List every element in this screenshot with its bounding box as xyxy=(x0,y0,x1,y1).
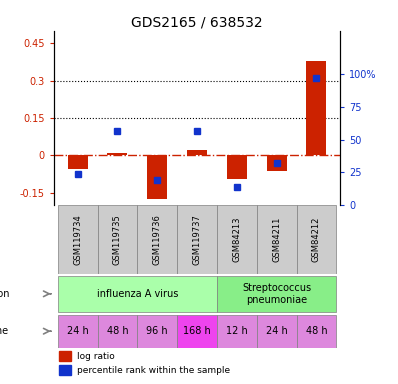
Bar xyxy=(267,155,287,171)
Bar xyxy=(58,276,217,312)
Bar xyxy=(59,351,71,361)
Bar xyxy=(217,276,336,312)
Text: influenza A virus: influenza A virus xyxy=(97,289,178,299)
Bar xyxy=(68,155,88,169)
Bar xyxy=(98,205,137,273)
Bar xyxy=(59,365,71,375)
Text: log ratio: log ratio xyxy=(77,352,114,361)
Text: 24 h: 24 h xyxy=(266,326,287,336)
Text: 24 h: 24 h xyxy=(67,326,88,336)
Text: GSM119737: GSM119737 xyxy=(193,214,201,265)
Text: GSM119735: GSM119735 xyxy=(113,214,122,265)
Text: 96 h: 96 h xyxy=(146,326,168,336)
Bar xyxy=(58,205,98,273)
Bar xyxy=(177,205,217,273)
Text: GSM119734: GSM119734 xyxy=(73,214,82,265)
Bar xyxy=(227,155,247,179)
Title: GDS2165 / 638532: GDS2165 / 638532 xyxy=(131,16,263,30)
Bar xyxy=(177,315,217,348)
Bar xyxy=(187,150,207,155)
Bar xyxy=(147,155,167,199)
Bar xyxy=(306,61,326,155)
Bar xyxy=(257,205,297,273)
Bar xyxy=(98,315,137,348)
Bar xyxy=(217,205,257,273)
Bar xyxy=(297,205,336,273)
Bar xyxy=(257,315,297,348)
Text: percentile rank within the sample: percentile rank within the sample xyxy=(77,366,230,375)
Bar xyxy=(137,205,177,273)
Bar xyxy=(58,315,98,348)
Text: 12 h: 12 h xyxy=(226,326,248,336)
Bar xyxy=(137,315,177,348)
Bar xyxy=(107,153,127,155)
Text: 168 h: 168 h xyxy=(183,326,211,336)
Text: infection: infection xyxy=(0,289,9,299)
Bar xyxy=(217,315,257,348)
Text: 48 h: 48 h xyxy=(306,326,327,336)
Text: GSM119736: GSM119736 xyxy=(153,214,162,265)
Text: time: time xyxy=(0,326,9,336)
Text: 48 h: 48 h xyxy=(107,326,128,336)
Bar xyxy=(297,315,336,348)
Text: GSM84212: GSM84212 xyxy=(312,217,321,262)
Text: GSM84211: GSM84211 xyxy=(272,217,281,262)
Text: GSM84213: GSM84213 xyxy=(232,217,241,262)
Text: Streptococcus
pneumoniae: Streptococcus pneumoniae xyxy=(242,283,311,305)
